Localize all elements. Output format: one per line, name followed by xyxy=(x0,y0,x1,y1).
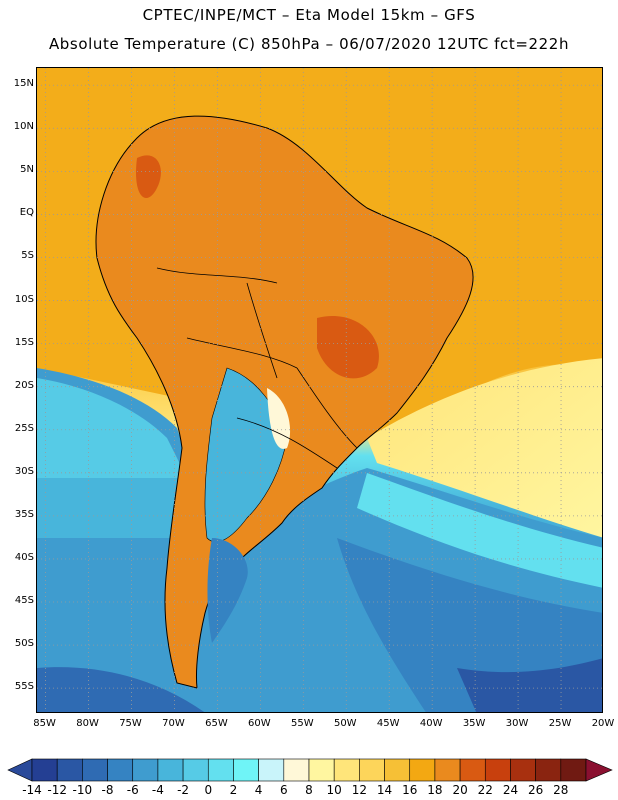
latitude-label: 55S xyxy=(14,681,34,693)
colorbar-segment xyxy=(107,758,134,782)
colorbar-segment xyxy=(82,758,108,782)
longitude-label: 80W xyxy=(76,718,99,729)
colorbar-segment xyxy=(510,758,536,782)
latitude-label: 15S xyxy=(14,336,34,348)
latitude-label: 50S xyxy=(14,638,34,650)
colorbar-segment xyxy=(333,758,360,782)
temperature-colorbar xyxy=(7,758,613,782)
longitude-label: 45W xyxy=(376,718,400,729)
colorbar-segment xyxy=(459,758,486,782)
latitude-label: 35S xyxy=(14,508,34,520)
colorbar-segment xyxy=(182,758,209,782)
colorbar-tick-label: -12 xyxy=(47,783,67,797)
longitude-label: 55W xyxy=(291,718,314,729)
latitude-label: 5N xyxy=(20,164,34,176)
pacific-blue-band xyxy=(37,478,207,538)
colorbar-segment xyxy=(56,758,83,782)
colorbar-tick-label: 10 xyxy=(326,783,342,797)
brazil-warm-patch xyxy=(317,316,379,379)
atlantic-deep-blue xyxy=(337,538,602,712)
longitude-label: 25W xyxy=(548,718,572,729)
colorbar-tick-label: 20 xyxy=(452,783,468,797)
colorbar-segment xyxy=(157,758,184,782)
colorbar-segment xyxy=(308,758,335,782)
colorbar-segment xyxy=(560,758,587,782)
map-title-line2: Absolute Temperature (C) 850hPa – 06/07/… xyxy=(48,35,570,53)
andes-warm-patch xyxy=(136,155,161,198)
longitude-label: 35W xyxy=(462,718,486,729)
colorbar-over-arrow xyxy=(585,758,613,782)
map-title-line1: CPTEC/INPE/MCT – Eta Model 15km – GFS xyxy=(142,6,476,24)
longitude-label: 50W xyxy=(333,718,357,729)
longitude-label: 75W xyxy=(119,718,142,729)
latitude-label: 15N xyxy=(13,78,34,90)
longitude-label: 20W xyxy=(591,718,615,729)
longitude-label: 60W xyxy=(248,718,271,729)
latitude-label: 40S xyxy=(14,551,34,563)
latitude-label: 20S xyxy=(14,379,34,391)
colorbar-tick-label: 6 xyxy=(279,783,288,797)
latitude-label: 5S xyxy=(21,250,34,262)
longitude-label: 40W xyxy=(419,718,443,729)
longitude-label: 30W xyxy=(505,718,529,729)
colorbar-tick-label: 8 xyxy=(305,783,313,797)
latitude-label: 30S xyxy=(14,465,34,477)
colorbar-tick-label: 4 xyxy=(254,783,263,797)
latitude-label: EQ xyxy=(19,207,34,219)
country-borders xyxy=(156,267,358,469)
colorbar-segment xyxy=(384,758,411,782)
latitude-label: 45S xyxy=(14,595,34,607)
parana-frontal-band xyxy=(267,388,291,449)
latitude-label: 10N xyxy=(13,121,34,133)
latitude-label: 10S xyxy=(14,293,34,305)
temperature-map[interactable] xyxy=(36,67,603,713)
pacific-cyan-band xyxy=(37,378,187,478)
colorbar-tick-label: 22 xyxy=(477,783,493,797)
longitude-label: 65W xyxy=(205,718,228,729)
colorbar-segment xyxy=(484,758,511,782)
colorbar-tick-label: -8 xyxy=(101,783,114,797)
colorbar-segment xyxy=(132,758,159,782)
colorbar-segment xyxy=(359,758,385,782)
temperature-field xyxy=(37,68,602,712)
colorbar-under-arrow xyxy=(7,758,33,782)
colorbar-tick-label: -14 xyxy=(22,783,42,797)
atlantic-cyan-band xyxy=(357,473,602,588)
colorbar-segment xyxy=(258,758,285,782)
colorbar-tick-label: -2 xyxy=(177,783,190,797)
colorbar-tick-label: 2 xyxy=(229,783,238,797)
atlantic-warm-band xyxy=(367,358,602,538)
lat-lon-grid xyxy=(37,68,602,712)
colorbar-tick-label: 26 xyxy=(527,783,544,797)
south-atlantic-cold-core xyxy=(457,658,602,712)
colorbar-tick-label: 16 xyxy=(402,783,418,797)
colorbar-tick-label: -6 xyxy=(126,783,139,797)
colorbar-tick-label: 28 xyxy=(553,783,569,797)
colorbar-segment xyxy=(233,758,259,782)
south-pacific-cold-core xyxy=(37,667,205,712)
colorbar-segment xyxy=(535,758,562,782)
colorbar-tick-label: -10 xyxy=(72,783,93,797)
colorbar-segment xyxy=(283,758,310,782)
south-america-land xyxy=(95,115,474,689)
longitude-label: 70W xyxy=(162,718,185,729)
colorbar-segment xyxy=(31,758,58,782)
longitude-label: 85W xyxy=(33,718,56,729)
colorbar-tick-label: 0 xyxy=(204,783,213,797)
colorbar-segment xyxy=(434,758,461,782)
colorbar-tick-label: 14 xyxy=(376,783,393,797)
colorbar-segment xyxy=(409,758,436,782)
colorbar-tick-label: 18 xyxy=(427,783,443,797)
colorbar-segment xyxy=(207,758,234,782)
latitude-label: 25S xyxy=(14,422,34,434)
colorbar-tick-label: -4 xyxy=(151,783,164,797)
colorbar-tick-label: 24 xyxy=(502,783,519,797)
colorbar-tick-label: 12 xyxy=(351,783,367,797)
